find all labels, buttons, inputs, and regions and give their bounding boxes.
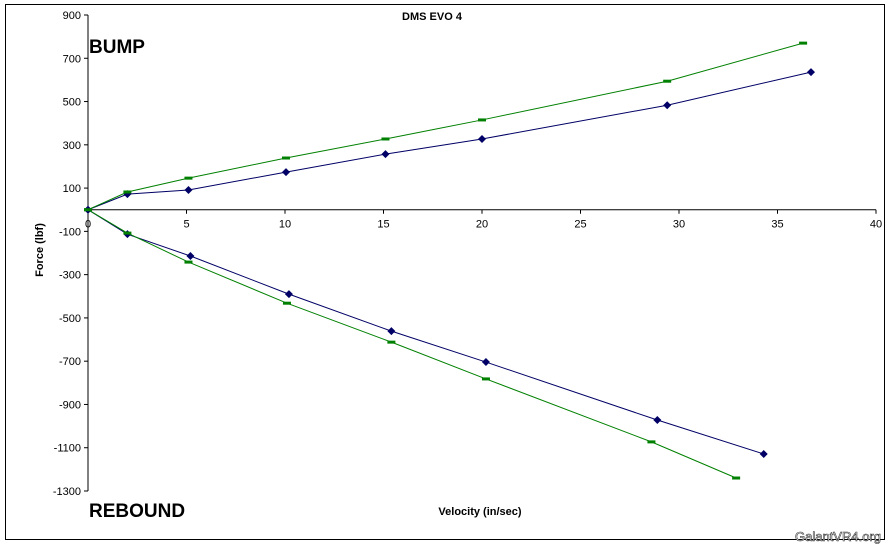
y-tick-label: -700: [59, 356, 81, 368]
data-point: [663, 79, 672, 83]
data-point: [184, 260, 193, 264]
data-point: [284, 290, 293, 299]
series-line: [87, 71, 812, 211]
data-point: [647, 440, 656, 444]
x-tick-label: 10: [279, 219, 291, 231]
x-tick-label: 30: [673, 219, 685, 231]
data-point: [759, 450, 768, 459]
x-tick-label: 0: [85, 219, 91, 231]
x-tick-label: 35: [771, 219, 783, 231]
y-tick-label: 300: [63, 140, 81, 152]
data-point: [123, 231, 132, 235]
x-tick-label: 15: [377, 219, 389, 231]
y-tick-label: -500: [59, 313, 81, 325]
data-point: [799, 41, 808, 45]
data-point: [478, 134, 486, 143]
series-line: [87, 209, 737, 479]
data-point: [806, 68, 815, 77]
data-point: [653, 416, 662, 425]
y-tick-label: 700: [63, 53, 81, 65]
data-point: [381, 137, 390, 141]
x-tick-label: 5: [183, 219, 189, 231]
y-tick-label: 900: [63, 10, 81, 22]
y-axis-label: Force (lbf): [34, 223, 46, 277]
data-point: [387, 327, 396, 336]
y-tick-label: -300: [59, 270, 81, 282]
y-tick-label: -1300: [53, 486, 81, 498]
data-point: [282, 301, 291, 305]
watermark: GalantVR4.org: [795, 529, 881, 544]
data-point: [186, 252, 195, 261]
rebound-label: REBOUND: [89, 501, 185, 522]
data-point: [481, 358, 490, 367]
y-tick-label: -1100: [54, 443, 81, 455]
y-tick-label: 500: [63, 97, 81, 109]
x-tick-label: 40: [870, 219, 882, 231]
y-tick-label: -900: [59, 399, 81, 411]
data-point: [123, 190, 132, 194]
series-blue-rebound: [84, 205, 768, 459]
y-tick-label: -100: [59, 226, 81, 238]
x-tick-label: 20: [476, 219, 488, 231]
data-point: [381, 150, 390, 159]
series-green-rebound: [84, 208, 741, 480]
x-tick-label: 25: [574, 219, 586, 231]
data-point: [184, 186, 193, 195]
series-blue-bump: [84, 68, 815, 214]
x-axis-label: Velocity (in/sec): [438, 506, 521, 518]
data-point: [732, 476, 741, 480]
data-point: [184, 176, 193, 180]
series-line: [87, 42, 804, 211]
data-point: [281, 156, 290, 160]
data-point: [481, 377, 490, 381]
y-tick-label: 100: [63, 183, 81, 195]
chart-title: DMS EVO 4: [402, 11, 463, 23]
data-point: [84, 208, 92, 212]
chart-border: [5, 4, 885, 540]
data-point: [281, 168, 290, 177]
data-point: [663, 101, 672, 110]
bump-label: BUMP: [89, 37, 145, 58]
series-line: [87, 209, 764, 455]
data-point: [478, 118, 486, 122]
data-point: [387, 340, 396, 344]
series-green-bump: [84, 41, 808, 212]
